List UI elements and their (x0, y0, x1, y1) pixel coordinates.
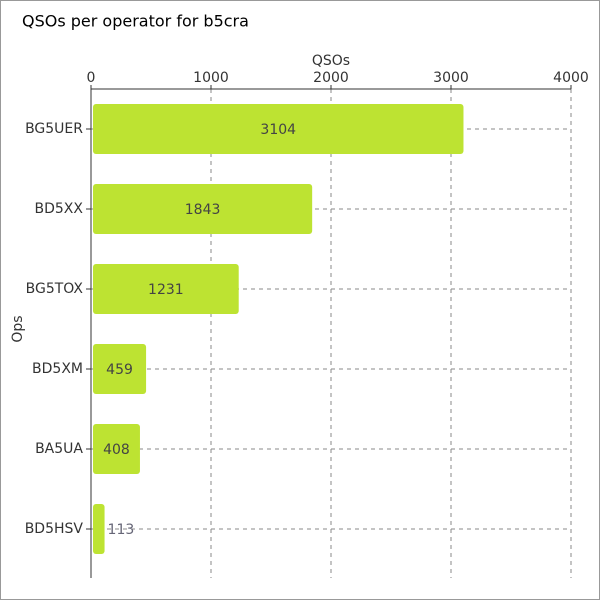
y-tick-label: BD5XX (35, 201, 84, 217)
x-axis-label: QSOs (312, 53, 350, 69)
data-label: 113 (108, 522, 135, 538)
bar (93, 104, 464, 154)
data-label: 3104 (260, 122, 296, 138)
data-label: 459 (106, 362, 133, 378)
y-tick-label: BD5XM (32, 361, 83, 377)
y-tick-label: BG5UER (25, 121, 83, 137)
y-tick-label: BA5UA (35, 441, 83, 457)
chart-title: QSOs per operator for b5cra (22, 12, 249, 31)
bar (93, 424, 140, 474)
data-label: 1843 (185, 202, 221, 218)
data-label: 1231 (148, 282, 184, 298)
x-tick-label: 1000 (193, 70, 229, 86)
x-tick-label: 3000 (433, 70, 469, 86)
bar (93, 184, 313, 234)
data-label: 408 (103, 442, 130, 458)
bar (93, 504, 105, 554)
y-tick-label: BG5TOX (26, 281, 84, 297)
bar (93, 264, 239, 314)
y-tick-label: BD5HSV (25, 521, 84, 537)
x-tick-label: 0 (87, 70, 96, 86)
bar (93, 344, 147, 394)
x-tick-label: 4000 (553, 70, 589, 86)
x-tick-label: 2000 (313, 70, 349, 86)
y-axis-label: Ops (10, 315, 26, 342)
